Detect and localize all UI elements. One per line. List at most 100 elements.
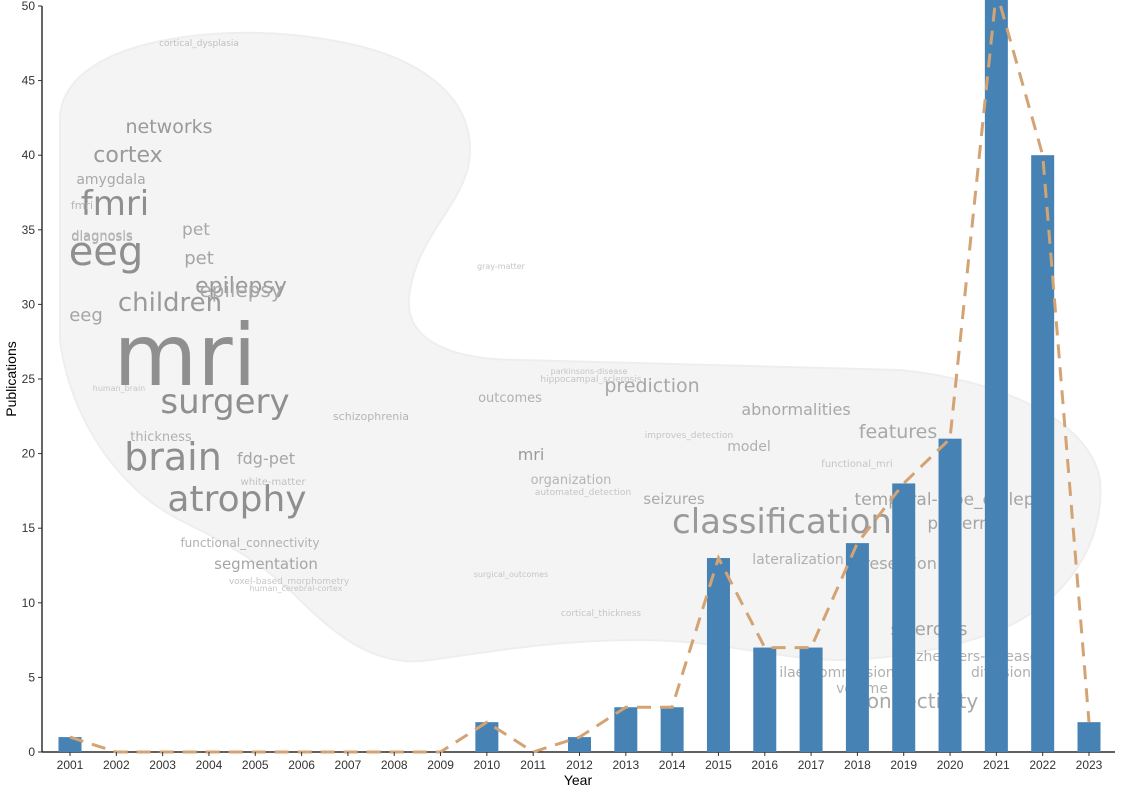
bar [938, 438, 962, 752]
bar [568, 737, 591, 752]
cloud-word: networks [125, 116, 212, 138]
x-tick-label: 2017 [798, 758, 825, 772]
x-axis-title: Year [564, 772, 593, 788]
cloud-word: human_cerebral-cortex [250, 584, 343, 593]
cloud-word: lateralization [752, 552, 843, 568]
cloud-word: cortical_thickness [561, 609, 641, 619]
x-tick-label: 2014 [659, 758, 686, 772]
cloud-word: eeg [69, 305, 103, 326]
cloud-word: ilae_commission [779, 665, 894, 681]
y-tick-label: 25 [22, 372, 36, 386]
x-tick-label: 2012 [566, 758, 593, 772]
cloud-word: surgery [160, 382, 289, 422]
y-axis-title: Publications [3, 341, 19, 417]
bar-series [58, 0, 1101, 752]
cloud-word: mri [518, 445, 545, 464]
cloud-word: improves_detection [645, 431, 734, 441]
cloud-word: diagnosis [71, 229, 133, 244]
x-tick-label: 2008 [381, 758, 408, 772]
y-tick-label: 0 [28, 745, 35, 759]
bar [984, 0, 1008, 752]
y-tick-label: 20 [22, 447, 36, 461]
x-tick-label: 2006 [288, 758, 315, 772]
cloud-word: organization [531, 473, 612, 488]
cloud-word: parkinsons-disease [551, 367, 628, 376]
x-tick-label: 2007 [335, 758, 362, 772]
bar [892, 483, 916, 752]
cloud-word: children [118, 288, 222, 318]
cloud-word: thickness [130, 430, 192, 445]
y-tick-label: 10 [22, 596, 36, 610]
x-tick-label: 2020 [937, 758, 964, 772]
y-tick-label: 5 [28, 670, 35, 684]
cloud-word: cortex [93, 143, 162, 168]
cloud-word: classification [672, 502, 892, 542]
cloud-word: human_brain [93, 384, 145, 393]
cloud-word: epilepsy [199, 278, 283, 302]
bar [845, 543, 869, 752]
y-tick-label: 30 [22, 297, 36, 311]
x-tick-label: 2019 [890, 758, 917, 772]
trend-line [69, 0, 1091, 754]
bar [753, 647, 777, 752]
cloud-word: fdg-pet [237, 449, 295, 468]
cloud-word: atrophy [167, 479, 306, 520]
cloud-word: epilepsy [195, 274, 287, 299]
bar [1077, 722, 1101, 752]
x-tick-label: 2002 [103, 758, 130, 772]
cloud-word: seizures [643, 490, 705, 508]
cloud-word: functional_mri [821, 459, 892, 470]
cloud-word: amygdala [76, 172, 145, 188]
cloud-word: outcomes [478, 391, 542, 406]
cloud-word: model [727, 439, 771, 455]
bar [706, 558, 730, 752]
x-tick-label: 2004 [196, 758, 223, 772]
cloud-word: abnormalities [741, 400, 850, 419]
cloud-word: automated_detection [535, 488, 631, 498]
bar [58, 737, 82, 752]
x-tick-label: 2015 [705, 758, 732, 772]
x-tick-label: 2005 [242, 758, 269, 772]
bar [475, 722, 499, 752]
cloud-word: functional_connectivity [180, 536, 319, 550]
cloud-word: alzheimers-disease [904, 649, 1039, 665]
cloud-word: cortical_dysplasia [159, 39, 239, 49]
x-tick-label: 2009 [427, 758, 454, 772]
cloud-word: gray-matter [477, 262, 526, 271]
y-axis-ticks: 0 5 10 15 20 25 30 35 40 45 50 [22, 0, 42, 759]
cloud-word: diagnosis [71, 230, 133, 245]
cloud-word: surgical_outcomes [474, 570, 549, 579]
y-tick-label: 40 [22, 148, 36, 162]
cloud-word: white-matter [241, 477, 307, 488]
x-tick-label: 2023 [1076, 758, 1103, 772]
x-tick-label: 2022 [1029, 758, 1056, 772]
bar [660, 707, 684, 752]
bar [1031, 155, 1055, 752]
bar [799, 647, 823, 752]
cloud-word: fmri [81, 184, 150, 224]
cloud-word: fmri [71, 199, 93, 212]
cloud-word: brain [124, 435, 222, 479]
x-tick-label: 2018 [844, 758, 871, 772]
cloud-word: schizophrenia [333, 410, 409, 423]
cloud-word: segmentation [214, 555, 318, 573]
x-tick-label: 2021 [983, 758, 1010, 772]
cloud-word: features [859, 421, 938, 443]
x-axis-ticks: 2001 2002 2003 2004 2005 2006 2007 2008 2009 2010… [57, 752, 1103, 772]
cloud-word: voxel-based_morphometry [229, 577, 350, 587]
cloud-word: eeg [69, 229, 144, 275]
y-tick-label: 50 [22, 0, 36, 13]
x-tick-label: 2001 [57, 758, 84, 772]
y-tick-label: 15 [22, 521, 36, 535]
cloud-word: prediction [604, 375, 699, 397]
cloud-word: mri [113, 306, 256, 406]
bar [614, 707, 638, 752]
cloud-word: hippocampal_sclerosis [540, 375, 641, 385]
y-tick-label: 35 [22, 223, 36, 237]
cloud-word: pet [184, 248, 214, 269]
x-tick-label: 2003 [149, 758, 176, 772]
x-tick-label: 2010 [474, 758, 501, 772]
x-tick-label: 2011 [520, 758, 546, 772]
